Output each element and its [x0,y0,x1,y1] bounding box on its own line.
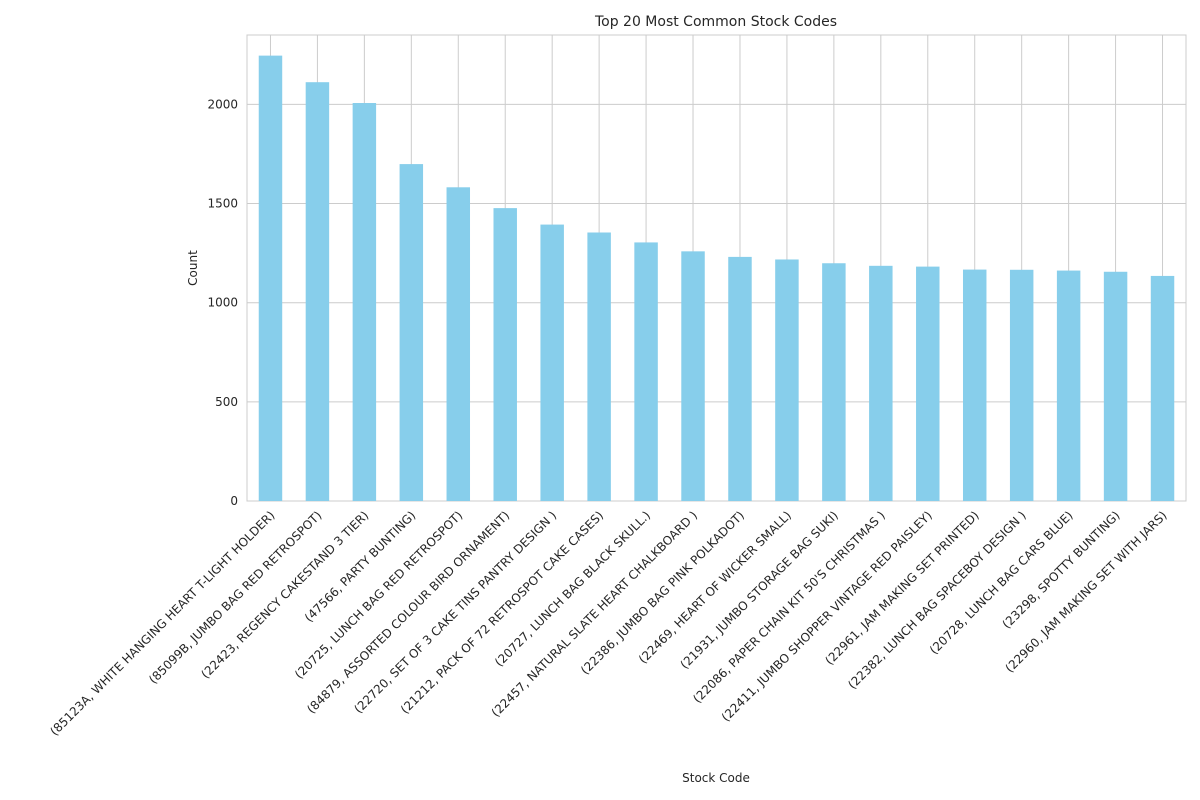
bar [634,242,658,502]
bar [1009,269,1034,501]
x-tick-label: (85123A, WHITE HANGING HEART T-LIGHT HOL… [47,508,277,738]
bar [399,164,424,501]
bar [493,208,517,501]
bar [1056,270,1081,501]
x-tick-label: (85099B, JUMBO BAG RED RETROSPOT) [146,508,324,686]
bar [446,187,471,501]
x-tick-label: (22960, JAM MAKING SET WITH JARS) [1003,508,1170,675]
x-tick-label: (20725, LUNCH BAG RED RETROSPOT) [292,508,465,681]
y-axis-ticks: 0 500 1000 1500 2000 [207,97,238,508]
bar [305,82,330,502]
x-tick-label: (22382, LUNCH BAG SPACEBOY DESIGN ) [845,508,1029,692]
y-tick-label: 2000 [207,97,238,111]
y-tick-label: 1000 [207,296,238,310]
grid-layer [246,34,1187,502]
bar [540,224,564,502]
bar [681,251,705,501]
bar [869,265,893,501]
y-axis-label: Count [186,250,200,286]
bar [962,269,987,501]
bars-layer [258,55,1175,502]
y-tick-label: 0 [230,494,238,508]
chart-title: Top 20 Most Common Stock Codes [594,14,837,30]
y-tick-label: 500 [215,395,238,409]
x-tick-label: (22386, JUMBO BAG PINK POLKADOT) [578,508,747,677]
bar [916,266,940,501]
bar [587,232,611,501]
x-tick-label: (22423, REGENCY CAKESTAND 3 TIER) [198,508,371,681]
x-axis-ticks: (85123A, WHITE HANGING HEART T-LIGHT HOL… [47,508,1169,738]
bar [1150,275,1175,501]
bar [258,55,283,501]
bar [775,259,799,501]
bar [352,103,377,501]
x-axis-label: Stock Code [682,771,750,785]
bar [728,256,752,501]
bar [822,263,846,501]
bar [1103,271,1128,501]
y-tick-label: 1500 [207,197,238,211]
